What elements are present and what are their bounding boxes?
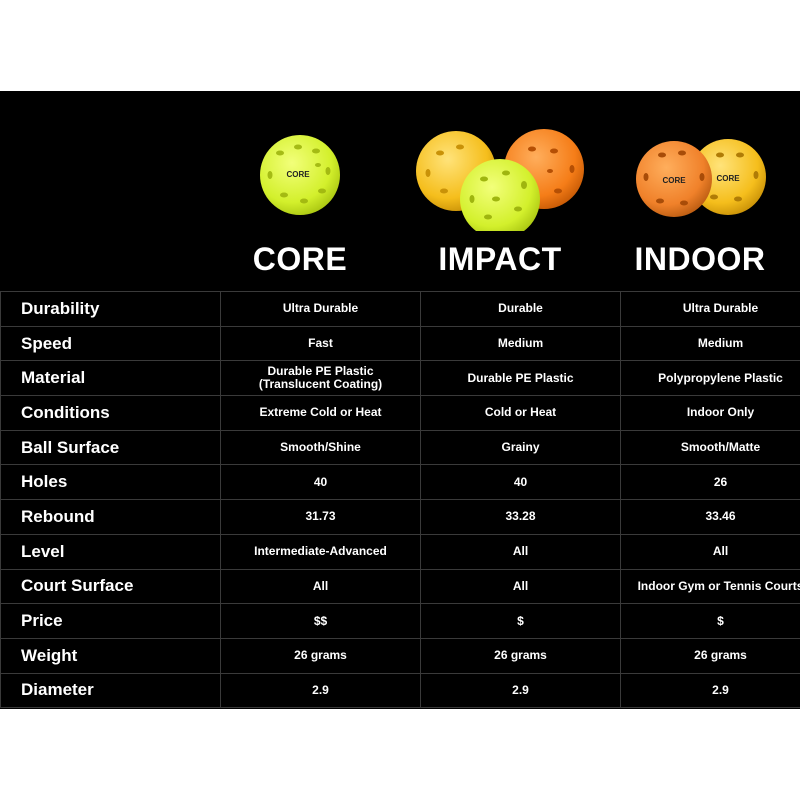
table-row: Diameter 2.9 2.9 2.9 xyxy=(0,672,800,709)
cell-value: 40 xyxy=(420,464,621,501)
cell-value: 2.9 xyxy=(620,672,800,709)
table-row: Speed Fast Medium Medium xyxy=(0,325,800,362)
table-row: Conditions Extreme Cold or Heat Cold or He… xyxy=(0,395,800,431)
column-title-core: CORE xyxy=(252,241,348,277)
table-row: Durability Ultra Durable Durable Ultra Dura… xyxy=(0,291,800,327)
core-ball-label: CORE xyxy=(286,170,310,179)
comparison-header: CORE CORE xyxy=(0,91,800,291)
comparison-panel: CORE CORE xyxy=(0,91,800,709)
table-row: Holes 40 40 26 xyxy=(0,464,800,501)
cell-value: 26 xyxy=(620,464,800,501)
cell-value: Fast xyxy=(220,325,421,362)
table-row: Rebound 31.73 33.28 33.46 xyxy=(0,499,800,535)
indoor-ball-label: CORE xyxy=(662,176,686,185)
row-label: Conditions xyxy=(0,395,221,431)
indoor-ball-label-2: CORE xyxy=(716,174,740,183)
cell-value: 26 grams xyxy=(220,637,421,674)
cell-value: Smooth/Shine xyxy=(220,429,421,466)
table-row: Ball Surface Smooth/Shine Grainy Smooth/Mat… xyxy=(0,429,800,466)
cell-value: $$ xyxy=(220,603,421,639)
cell-value: Ultra Durable xyxy=(220,291,421,327)
cell-value: Cold or Heat xyxy=(420,395,621,431)
impact-balls-image xyxy=(416,129,584,231)
column-impact: IMPACT xyxy=(400,91,600,291)
row-label: Level xyxy=(0,533,221,570)
cell-value: Medium xyxy=(420,325,621,362)
cell-value: Polypropylene Plastic xyxy=(620,360,800,397)
cell-value: $ xyxy=(620,603,800,639)
cell-value: 2.9 xyxy=(220,672,421,709)
column-title-indoor: INDOOR xyxy=(634,241,766,277)
cell-value: 33.28 xyxy=(420,499,621,535)
cell-value: 31.73 xyxy=(220,499,421,535)
cell-value: All xyxy=(420,568,621,605)
row-label: Material xyxy=(0,360,221,397)
cell-value: Indoor Gym or Tennis Courts xyxy=(620,568,800,605)
cell-value: 40 xyxy=(220,464,421,501)
cell-value: Extreme Cold or Heat xyxy=(220,395,421,431)
row-label: Holes xyxy=(0,464,221,501)
row-label: Court Surface xyxy=(0,568,221,605)
cell-value: Durable PE Plastic (Translucent Coating) xyxy=(220,360,421,397)
column-core: CORE CORE xyxy=(200,91,400,291)
cell-value: All xyxy=(620,533,800,570)
row-label: Speed xyxy=(0,325,221,362)
table-row: Weight 26 grams 26 grams 26 grams xyxy=(0,637,800,674)
table-row: Material Durable PE Plastic (Translucent C… xyxy=(0,360,800,397)
table-row: Level Intermediate-Advanced All All xyxy=(0,533,800,570)
cell-value: Intermediate-Advanced xyxy=(220,533,421,570)
row-label: Weight xyxy=(0,637,221,674)
row-label: Diameter xyxy=(0,672,221,709)
row-label: Ball Surface xyxy=(0,429,221,466)
cell-value: 26 grams xyxy=(420,637,621,674)
cell-value: Grainy xyxy=(420,429,621,466)
cell-value: Durable xyxy=(420,291,621,327)
row-label: Durability xyxy=(0,291,221,327)
cell-value: All xyxy=(220,568,421,605)
cell-value: Smooth/Matte xyxy=(620,429,800,466)
cell-value: Durable PE Plastic xyxy=(420,360,621,397)
specs-table: Durability Ultra Durable Durable Ultra Dura… xyxy=(0,291,800,709)
table-row: Price $$ $ $ xyxy=(0,603,800,639)
cell-value: Ultra Durable xyxy=(620,291,800,327)
row-label: Price xyxy=(0,603,221,639)
indoor-balls-image: CORE CORE xyxy=(636,139,766,217)
cell-value: Indoor Only xyxy=(620,395,800,431)
column-title-impact: IMPACT xyxy=(438,241,562,277)
cell-value: $ xyxy=(420,603,621,639)
cell-value: 33.46 xyxy=(620,499,800,535)
cell-value: Medium xyxy=(620,325,800,362)
cell-value: 2.9 xyxy=(420,672,621,709)
cell-value: 26 grams xyxy=(620,637,800,674)
cell-value: All xyxy=(420,533,621,570)
table-row: Court Surface All All Indoor Gym or Tennis … xyxy=(0,568,800,605)
row-label: Rebound xyxy=(0,499,221,535)
column-indoor: CORE CORE INDOOR xyxy=(600,91,800,291)
core-ball-image: CORE xyxy=(260,135,340,215)
